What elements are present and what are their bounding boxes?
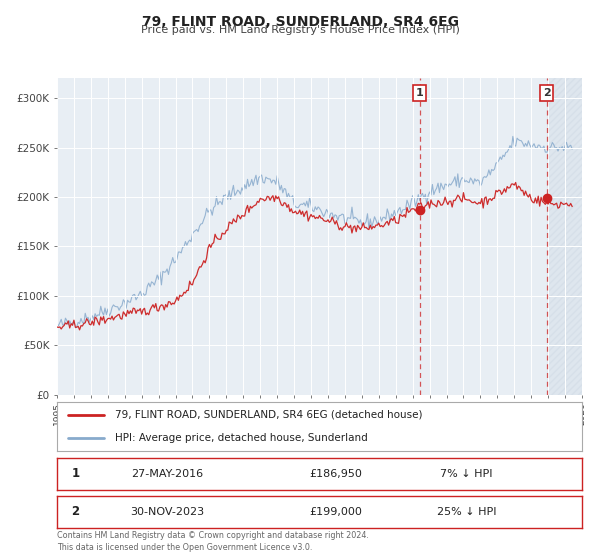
Text: 79, FLINT ROAD, SUNDERLAND, SR4 6EG: 79, FLINT ROAD, SUNDERLAND, SR4 6EG (142, 15, 458, 29)
Bar (547, 78, 582, 395)
Text: 79, FLINT ROAD, SUNDERLAND, SR4 6EG (detached house): 79, FLINT ROAD, SUNDERLAND, SR4 6EG (det… (115, 410, 422, 420)
Text: This data is licensed under the Open Government Licence v3.0.: This data is licensed under the Open Gov… (57, 543, 313, 552)
Text: 1: 1 (416, 88, 424, 98)
Text: HPI: Average price, detached house, Sunderland: HPI: Average price, detached house, Sund… (115, 433, 367, 444)
Text: Contains HM Land Registry data © Crown copyright and database right 2024.: Contains HM Land Registry data © Crown c… (57, 531, 369, 540)
Text: 27-MAY-2016: 27-MAY-2016 (131, 469, 203, 479)
Text: 30-NOV-2023: 30-NOV-2023 (130, 507, 205, 517)
Text: Price paid vs. HM Land Registry's House Price Index (HPI): Price paid vs. HM Land Registry's House … (140, 25, 460, 35)
Text: £199,000: £199,000 (309, 507, 362, 517)
Text: £186,950: £186,950 (309, 469, 362, 479)
Text: 25% ↓ HPI: 25% ↓ HPI (437, 507, 496, 517)
Text: 7% ↓ HPI: 7% ↓ HPI (440, 469, 493, 479)
Text: 1: 1 (71, 467, 79, 480)
Text: 2: 2 (543, 88, 551, 98)
Text: 2: 2 (71, 505, 79, 519)
